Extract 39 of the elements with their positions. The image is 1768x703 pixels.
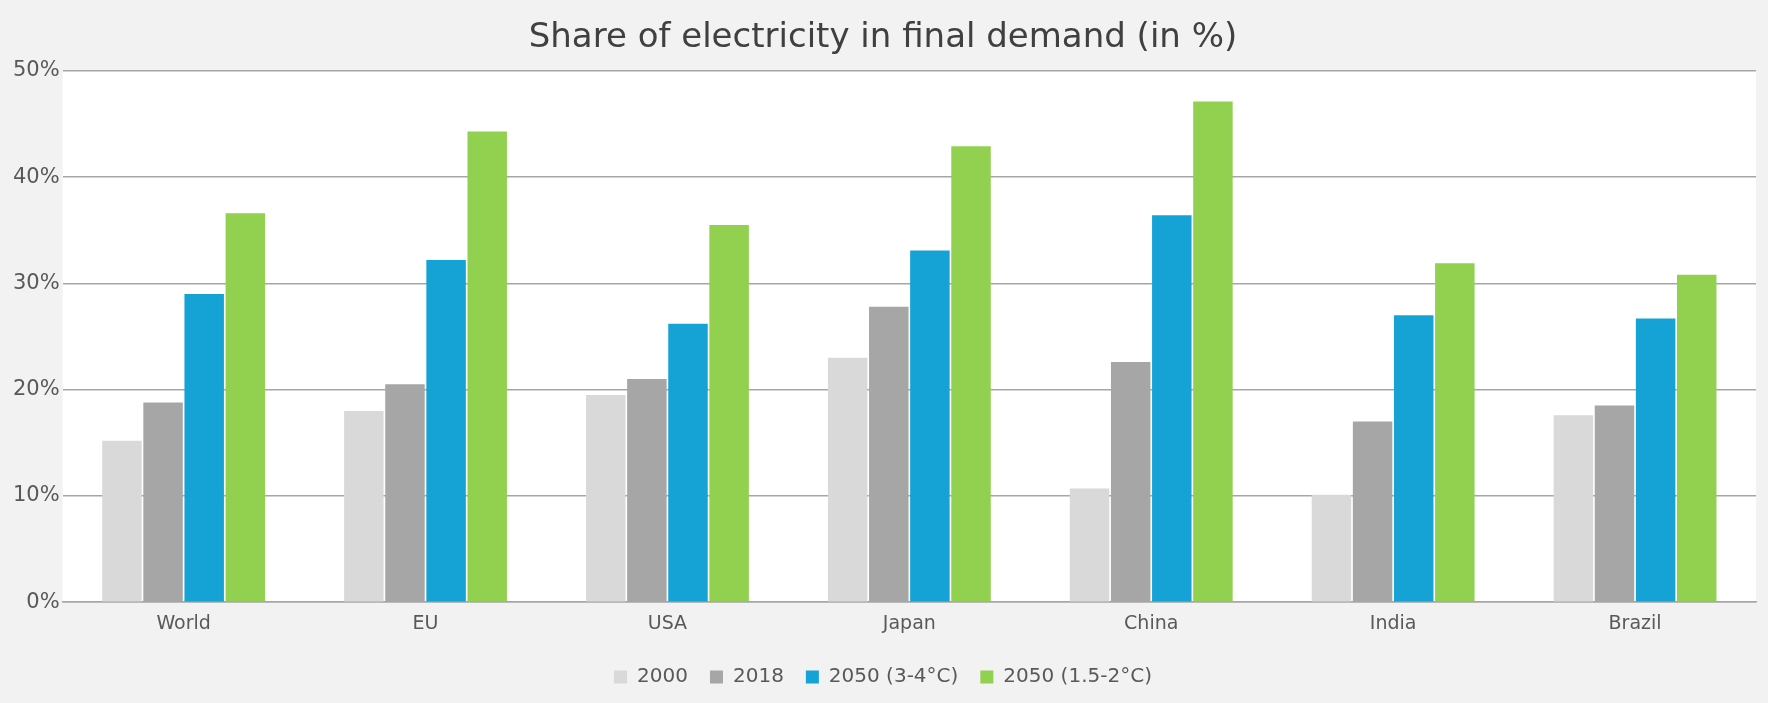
bar <box>827 357 868 602</box>
x-tick-label: USA <box>647 610 688 633</box>
chart-title: Share of electricity in final demand (in %) <box>528 15 1238 56</box>
legend-label: 2000 <box>637 663 688 688</box>
bar <box>467 131 507 602</box>
x-tick-label: World <box>156 610 211 633</box>
bar <box>426 259 466 602</box>
bar <box>1393 315 1434 602</box>
bar <box>586 394 626 602</box>
y-tick-label: 40% <box>12 163 60 188</box>
bar <box>1553 415 1594 602</box>
y-tick-label: 20% <box>12 376 60 401</box>
bar <box>344 410 384 602</box>
bar <box>1069 488 1110 602</box>
legend-label: 2050 (1.5-2°C) <box>1003 663 1152 688</box>
bar <box>184 293 224 602</box>
legend-label: 2050 (3-4°C) <box>828 663 959 688</box>
bar <box>1152 215 1192 602</box>
x-tick-label: India <box>1369 610 1417 633</box>
bar <box>1435 263 1475 602</box>
y-tick-label: 30% <box>12 269 60 294</box>
bar <box>1676 274 1717 602</box>
bar <box>1193 101 1233 602</box>
x-tick-label: EU <box>412 610 439 633</box>
legend-label: 2018 <box>732 663 784 688</box>
bar <box>1635 318 1676 602</box>
bar <box>1311 494 1352 602</box>
x-tick-label: Brazil <box>1608 610 1662 633</box>
bar <box>668 323 708 602</box>
bar <box>709 224 749 602</box>
bar <box>951 146 991 602</box>
y-tick-label: 10% <box>12 482 60 507</box>
bar <box>910 250 950 602</box>
bar <box>225 213 266 602</box>
x-tick-label: Japan <box>881 610 936 633</box>
y-tick-label: 0% <box>26 588 60 613</box>
y-tick-label: 50% <box>12 57 60 82</box>
x-tick-label: China <box>1124 610 1179 633</box>
bar <box>102 440 142 602</box>
